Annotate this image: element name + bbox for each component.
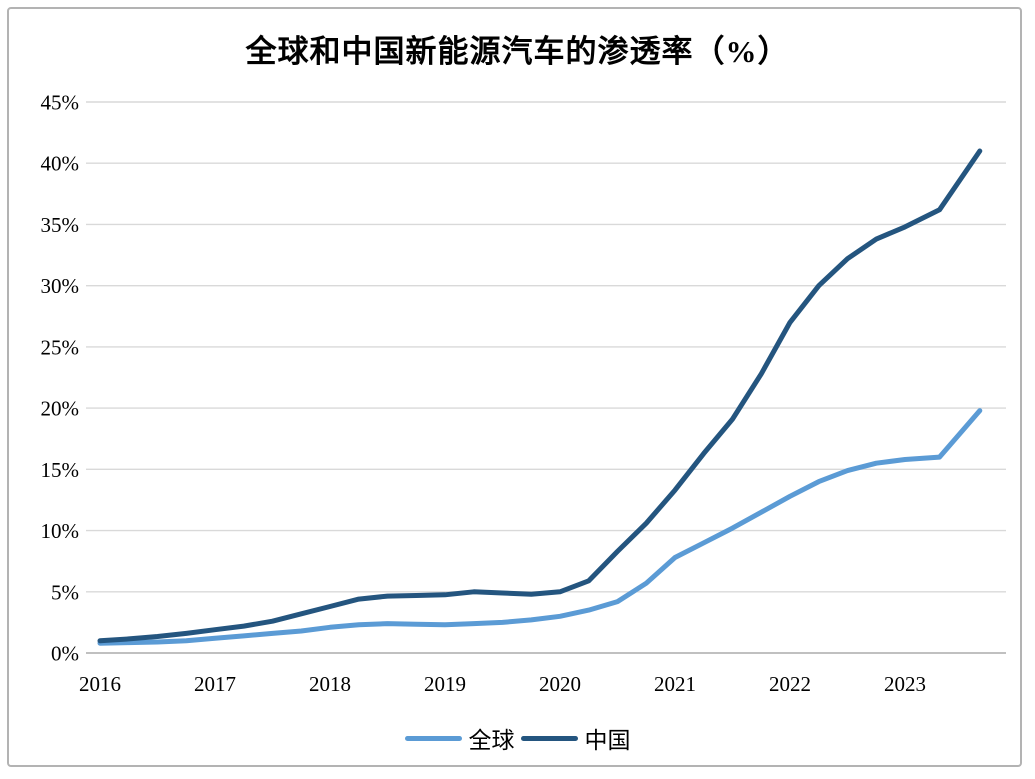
y-axis-tick-label: 35% [41,213,80,237]
y-axis-tick-label: 0% [51,642,79,666]
y-axis-tick-label: 30% [41,274,80,298]
legend-swatch-china [520,735,578,741]
legend-item-global: 全球 [404,721,515,755]
x-axis-tick-label: 2017 [194,672,236,696]
legend-label-global: 全球 [468,728,515,753]
x-axis-tick-label: 2020 [539,672,581,696]
x-axis-tick-label: 2021 [654,672,696,696]
series-line-china [97,148,983,644]
y-axis-tick-label: 20% [41,397,80,421]
legend-item-china: 中国 [520,721,631,755]
x-axis-tick-label: 2022 [769,672,811,696]
legend-swatch-global [404,735,462,741]
x-axis-tick-label: 2023 [884,672,926,696]
y-axis-tick-label: 45% [41,91,80,115]
y-axis-tick-label: 40% [41,152,80,176]
x-axis-tick-label: 2016 [79,672,121,696]
y-axis-tick-label: 25% [41,335,80,359]
y-axis-tick-label: 15% [41,458,80,482]
x-axis-tick-label: 2018 [309,672,351,696]
y-axis-tick-label: 10% [41,519,80,543]
series-line-global [97,408,983,646]
y-axis-tick-label: 5% [51,580,79,604]
chart-title: 全球和中国新能源汽车的渗透率（%） [245,34,790,69]
x-axis-tick-label: 2019 [424,672,466,696]
chart-legend: 全球 中国 [0,721,1035,755]
legend-label-china: 中国 [584,728,631,753]
